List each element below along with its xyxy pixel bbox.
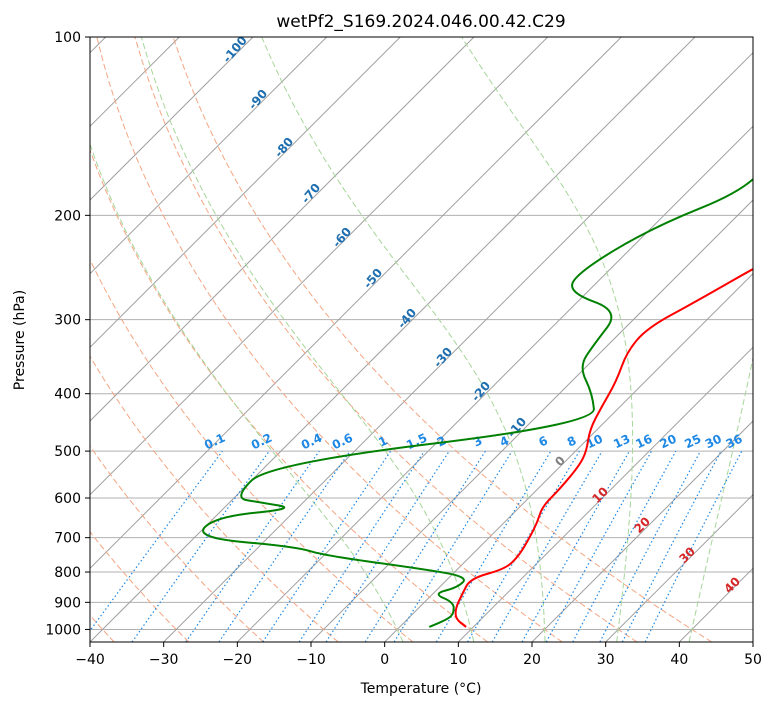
moist-adiabat-line <box>140 37 475 642</box>
moist-adiabat-label: 40 <box>721 574 743 596</box>
dry-adiabat-line <box>90 258 414 642</box>
dry-adiabat-line <box>172 37 712 642</box>
moist-adiabat-line <box>261 37 546 642</box>
mixing-ratio-line <box>90 450 223 632</box>
isotherm-line <box>384 272 753 642</box>
x-tick-label: 20 <box>523 652 541 668</box>
moist-adiabat-line <box>461 37 634 642</box>
moist-adiabat-line <box>90 142 404 642</box>
y-tick-label: 1000 <box>45 622 81 638</box>
x-tick-label: 0 <box>380 652 389 668</box>
isotherm-line <box>90 37 475 422</box>
mixing-ratio-label: 36 <box>724 432 745 452</box>
dry-adiabat-label: -40 <box>395 306 420 332</box>
y-tick-label: 200 <box>54 208 81 224</box>
dry-adiabat-label: -50 <box>361 266 386 292</box>
mixing-ratio-line <box>185 450 320 642</box>
isotherm-line <box>90 37 401 349</box>
mixing-ratio-line <box>325 450 450 642</box>
moist-adiabat-label: 30 <box>676 544 698 566</box>
x-axis: −40 −30 −20 −10 0 10 20 30 40 50 <box>75 642 762 668</box>
x-tick-label: 50 <box>744 652 762 668</box>
chart-title: wetPf2_S169.2024.046.00.42.C29 <box>276 12 565 32</box>
dry-adiabat-label: -60 <box>330 225 355 251</box>
isotherm-line <box>310 199 753 642</box>
y-tick-label: 600 <box>54 491 81 507</box>
mixing-ratio-label: 6 <box>536 433 549 449</box>
dry-adiabat-label: -90 <box>246 87 271 113</box>
isotherm-line <box>752 641 753 642</box>
mixing-ratio-line <box>364 450 486 642</box>
mixing-ratio-label: 0.4 <box>299 431 324 453</box>
dry-adiabat-line <box>96 37 563 642</box>
y-tick-label: 900 <box>54 595 81 611</box>
dry-adiabat-label: -20 <box>469 379 494 405</box>
mixing-ratio-line <box>572 450 677 642</box>
x-tick-label: 40 <box>670 652 688 668</box>
mixing-ratio-line <box>393 450 513 642</box>
isotherm-line <box>531 420 753 642</box>
mixing-ratio-line <box>545 450 653 642</box>
y-axis: 100 200 300 400 500 600 700 800 900 1000 <box>45 30 90 638</box>
isotherm-line <box>457 346 753 642</box>
y-tick-label: 300 <box>54 313 81 329</box>
mixing-ratio-label: 16 <box>633 432 654 452</box>
y-tick-label: 800 <box>54 565 81 581</box>
mixing-ratio-line <box>621 450 722 642</box>
mixing-ratio-line <box>262 450 392 642</box>
isotherm-line <box>90 37 622 570</box>
dry-adiabat-line <box>90 148 488 642</box>
isotherm-line <box>90 37 328 275</box>
x-tick-label: 30 <box>597 652 615 668</box>
isotherm-line <box>90 37 254 201</box>
mixing-ratio-line <box>131 450 270 642</box>
x-tick-label: −40 <box>75 652 105 668</box>
moist-adiabat-label: 20 <box>631 514 653 536</box>
y-tick-label: 400 <box>54 387 81 403</box>
mixing-ratio-label: 0.1 <box>202 431 227 453</box>
isotherm-line <box>236 125 753 642</box>
x-tick-label: −20 <box>223 652 253 668</box>
x-tick-label: −30 <box>149 652 179 668</box>
mixing-ratio-line <box>298 450 425 642</box>
mixing-ratio-line <box>218 450 351 642</box>
dry-adiabat-label: -30 <box>431 345 456 371</box>
dry-adiabat-label: -70 <box>299 181 324 207</box>
x-tick-label: −10 <box>296 652 326 668</box>
isotherm-line <box>90 37 696 642</box>
plot-frame <box>89 36 754 643</box>
dry-adiabat-label: -100 <box>220 33 250 65</box>
moist-adiabat-label: 0 <box>552 453 568 469</box>
mixing-ratio-label: 0.6 <box>330 431 355 453</box>
mixing-ratio-label: 30 <box>703 432 724 452</box>
x-axis-label: Temperature (°C) <box>360 681 482 697</box>
plot-area: 0.1 0.2 0.4 0.6 1 1.5 2 3 4 6 8 10 13 16 20 25 30 36-100-… <box>90 33 753 642</box>
mixing-ratio-label: 13 <box>611 432 632 452</box>
mixing-ratio-label: 8 <box>565 433 578 449</box>
mixing-ratio-label: 3 <box>471 433 484 449</box>
dry-adiabat-line <box>90 445 264 642</box>
isotherm-line <box>605 493 753 642</box>
y-axis-label: Pressure (hPa) <box>12 290 28 390</box>
dewpoint-trace <box>202 177 753 628</box>
isotherm-line <box>163 51 753 642</box>
y-tick-label: 700 <box>54 531 81 547</box>
temperature-trace <box>454 267 753 628</box>
dry-adiabat-line <box>134 37 638 642</box>
dry-adiabat-line <box>90 531 190 642</box>
y-tick-label: 100 <box>54 30 81 46</box>
mixing-ratio-label: 25 <box>682 432 703 452</box>
mixing-ratio-line <box>644 450 743 642</box>
isotherm-line <box>90 37 549 496</box>
dry-adiabat-label: -80 <box>272 135 297 161</box>
y-tick-label: 500 <box>54 444 81 460</box>
mixing-ratio-label: 1 <box>376 433 389 449</box>
mixing-ratio-label: 1.5 <box>404 431 429 453</box>
x-tick-label: 10 <box>449 652 467 668</box>
mixing-ratio-label: 20 <box>658 432 679 452</box>
moist-adiabat-line <box>688 355 753 642</box>
dry-adiabat-line <box>90 355 339 642</box>
mixing-ratio-line <box>521 450 631 642</box>
